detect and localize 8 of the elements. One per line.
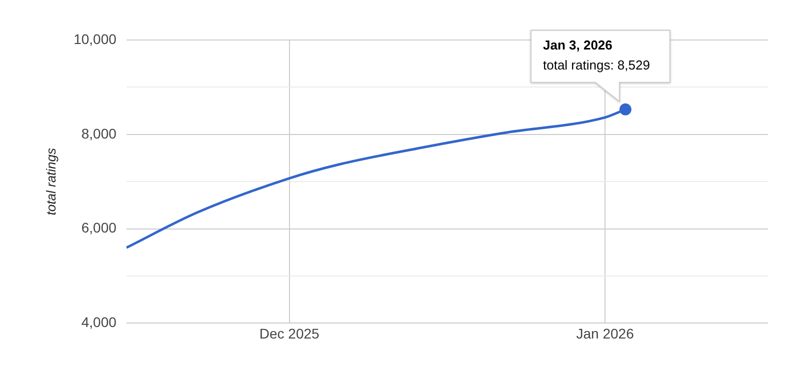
y-tick-label: 4,000	[81, 314, 117, 330]
annotation: Jan 3, 2026 total ratings: 8,529	[542, 38, 650, 73]
x-tick-label: Dec 2025	[259, 325, 320, 342]
y-tick-label: 10,000	[74, 30, 117, 47]
y-tick-label: 6,000	[81, 220, 117, 236]
y-axis-title: total ratings	[43, 148, 58, 216]
y-tick-label: 8,000	[81, 125, 117, 142]
x-tick-label: Jan 2026	[576, 325, 634, 342]
